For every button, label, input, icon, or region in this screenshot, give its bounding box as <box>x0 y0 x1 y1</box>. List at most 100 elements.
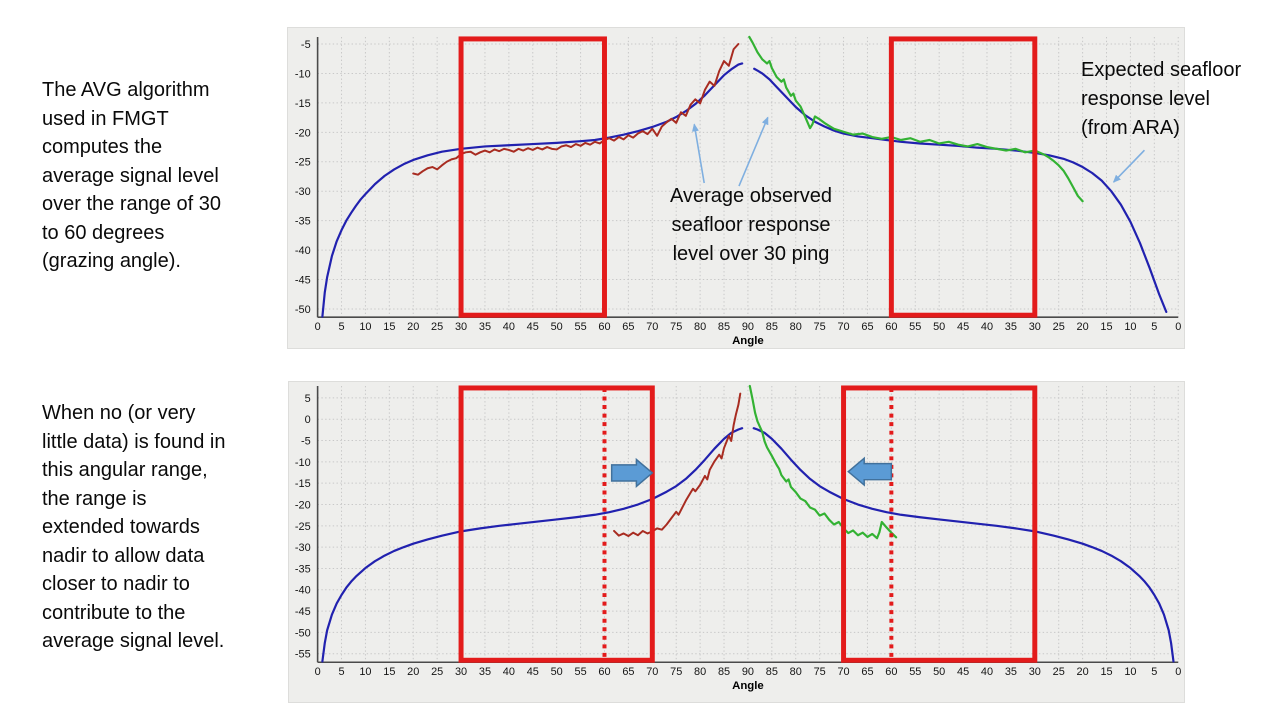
svg-text:-15: -15 <box>295 98 311 110</box>
svg-text:-45: -45 <box>295 274 311 286</box>
svg-text:65: 65 <box>861 321 873 333</box>
svg-text:75: 75 <box>814 321 826 333</box>
svg-text:70: 70 <box>646 321 658 333</box>
svg-text:-45: -45 <box>295 606 311 618</box>
svg-text:-5: -5 <box>301 39 311 51</box>
svg-text:40: 40 <box>503 666 515 678</box>
svg-text:-20: -20 <box>295 127 311 139</box>
avg-observed-callout: Average observed seafloor response level… <box>670 185 832 265</box>
extended-range-chart-canvas: 50-5-10-15-20-25-30-35-40-45-50-550 5 10 15… <box>295 384 1181 692</box>
svg-text:85: 85 <box>766 666 778 678</box>
svg-text:80: 80 <box>790 666 802 678</box>
svg-text:75: 75 <box>814 666 826 678</box>
svg-text:60: 60 <box>885 666 897 678</box>
svg-text:50: 50 <box>551 666 563 678</box>
svg-text:20: 20 <box>407 666 419 678</box>
svg-text:70: 70 <box>837 321 849 333</box>
svg-text:-40: -40 <box>295 585 311 597</box>
svg-text:65: 65 <box>622 321 634 333</box>
svg-text:-35: -35 <box>295 216 311 228</box>
svg-text:80: 80 <box>694 321 706 333</box>
svg-text:5: 5 <box>1151 321 1157 333</box>
extension-paragraph: When no (or very little data) is found i… <box>42 402 226 652</box>
svg-text:55: 55 <box>575 321 587 333</box>
svg-text:10: 10 <box>359 666 371 678</box>
svg-text:Angle: Angle <box>732 335 764 347</box>
svg-text:45: 45 <box>957 321 969 333</box>
avg-range-chart: -5 -10 -15 -20 -25 -30 -35 -40 -45 -50 0 5 10 15 20 25 3… <box>287 27 1185 349</box>
svg-text:60: 60 <box>598 666 610 678</box>
svg-text:-40: -40 <box>295 245 311 257</box>
svg-text:5: 5 <box>305 393 311 405</box>
svg-text:70: 70 <box>646 666 658 678</box>
extended-range-chart: 5 0 -5 -10 -15 -20 -25 -30 -35 -40 -45 -50 -55 0 5 10 15… <box>288 381 1185 703</box>
svg-text:50: 50 <box>933 321 945 333</box>
svg-text:25: 25 <box>1053 321 1065 333</box>
svg-text:35: 35 <box>1005 321 1017 333</box>
svg-text:60: 60 <box>598 321 610 333</box>
svg-text:-35: -35 <box>295 563 311 575</box>
svg-text:0: 0 <box>1175 666 1181 678</box>
svg-text:85: 85 <box>766 321 778 333</box>
svg-text:40: 40 <box>981 321 993 333</box>
svg-text:30: 30 <box>1029 321 1041 333</box>
svg-text:85: 85 <box>718 666 730 678</box>
svg-text:30: 30 <box>455 666 467 678</box>
avg-range-chart-canvas: -5 -10 -15 -20 -25 -30 -35 -40 -45 -50 0 5 10 15 20 25 3… <box>295 35 1181 347</box>
svg-text:0: 0 <box>305 414 311 426</box>
svg-text:70: 70 <box>837 666 849 678</box>
svg-text:35: 35 <box>479 321 491 333</box>
svg-text:10: 10 <box>359 321 371 333</box>
svg-text:50: 50 <box>933 666 945 678</box>
svg-text:15: 15 <box>383 666 395 678</box>
svg-text:10: 10 <box>1124 321 1136 333</box>
svg-text:35: 35 <box>1005 666 1017 678</box>
svg-text:25: 25 <box>1053 666 1065 678</box>
svg-text:65: 65 <box>622 666 634 678</box>
svg-text:-25: -25 <box>295 157 311 169</box>
svg-text:-50: -50 <box>295 627 311 639</box>
svg-text:-15: -15 <box>295 478 311 490</box>
svg-text:20: 20 <box>1077 321 1089 333</box>
svg-text:-30: -30 <box>295 542 311 554</box>
svg-text:30: 30 <box>1029 666 1041 678</box>
svg-text:75: 75 <box>670 666 682 678</box>
svg-text:80: 80 <box>790 321 802 333</box>
svg-text:90: 90 <box>742 321 754 333</box>
svg-text:25: 25 <box>431 666 443 678</box>
svg-text:20: 20 <box>407 321 419 333</box>
expected-response-callout: Expected seafloor response level (from A… <box>1081 59 1242 139</box>
svg-text:5: 5 <box>338 666 344 678</box>
svg-text:0: 0 <box>315 321 321 333</box>
svg-text:0: 0 <box>315 666 321 678</box>
svg-text:Angle: Angle <box>732 680 764 692</box>
svg-text:-25: -25 <box>295 521 311 533</box>
svg-text:0: 0 <box>1175 321 1181 333</box>
svg-text:75: 75 <box>670 321 682 333</box>
svg-text:65: 65 <box>861 666 873 678</box>
svg-text:-5: -5 <box>301 436 311 448</box>
svg-text:40: 40 <box>503 321 515 333</box>
svg-text:-10: -10 <box>295 457 311 469</box>
svg-text:55: 55 <box>909 666 921 678</box>
svg-text:5: 5 <box>338 321 344 333</box>
svg-text:40: 40 <box>981 666 993 678</box>
svg-text:5: 5 <box>1151 666 1157 678</box>
svg-text:10: 10 <box>1124 666 1136 678</box>
svg-text:20: 20 <box>1077 666 1089 678</box>
svg-text:30: 30 <box>455 321 467 333</box>
svg-text:-30: -30 <box>295 186 311 198</box>
svg-text:80: 80 <box>694 666 706 678</box>
svg-text:-55: -55 <box>295 649 311 661</box>
svg-text:15: 15 <box>1100 666 1112 678</box>
svg-text:85: 85 <box>718 321 730 333</box>
svg-text:45: 45 <box>527 666 539 678</box>
svg-text:-10: -10 <box>295 68 311 80</box>
svg-text:45: 45 <box>527 321 539 333</box>
svg-text:60: 60 <box>885 321 897 333</box>
intro-paragraph: The AVG algorithm used in FMGT computes … <box>42 79 222 272</box>
svg-text:55: 55 <box>575 666 587 678</box>
svg-text:-20: -20 <box>295 499 311 511</box>
svg-text:15: 15 <box>1100 321 1112 333</box>
